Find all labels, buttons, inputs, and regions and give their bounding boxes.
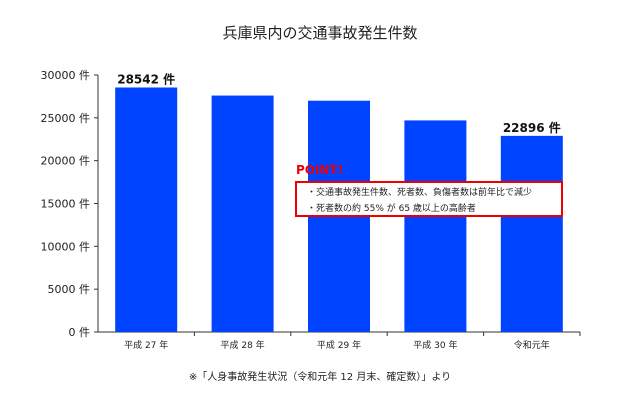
bar [500, 135, 563, 332]
y-tick-label: 25000 件 [41, 112, 91, 125]
source-note: ※「人身事故発生状況（令和元年 12 月末、確定数）」より [188, 372, 452, 383]
x-tick-label: 令和元年 [514, 339, 550, 351]
point-line: ・死者数の約 55% が 65 歳以上の高齢者 [307, 204, 476, 214]
point-heading: POINT! [296, 163, 344, 177]
y-tick-label: 10000 件 [41, 240, 91, 253]
x-tick-label: 平成 27 年 [124, 339, 168, 351]
x-tick-label: 平成 30 年 [413, 339, 457, 351]
x-tick-label: 平成 29 年 [317, 339, 361, 351]
data-label: 22896 件 [503, 120, 561, 135]
bar [115, 87, 178, 332]
point-box: ・交通事故発生件数、死者数、負傷者数は前年比で減少 ・死者数の約 55% が 6… [295, 181, 563, 217]
data-label: 28542 件 [117, 71, 175, 86]
y-tick-label: 30000 件 [41, 69, 91, 82]
bar [211, 95, 274, 332]
y-tick-label: 15000 件 [41, 198, 91, 211]
bar [404, 120, 467, 332]
chart-title: 兵庫県内の交通事故発生件数 [222, 24, 418, 42]
y-tick-label: 0 件 [69, 326, 91, 339]
y-tick-label: 20000 件 [41, 155, 91, 168]
y-tick-label: 5000 件 [48, 283, 91, 296]
point-line: ・交通事故発生件数、死者数、負傷者数は前年比で減少 [307, 188, 533, 198]
x-tick-label: 平成 28 年 [221, 339, 265, 351]
